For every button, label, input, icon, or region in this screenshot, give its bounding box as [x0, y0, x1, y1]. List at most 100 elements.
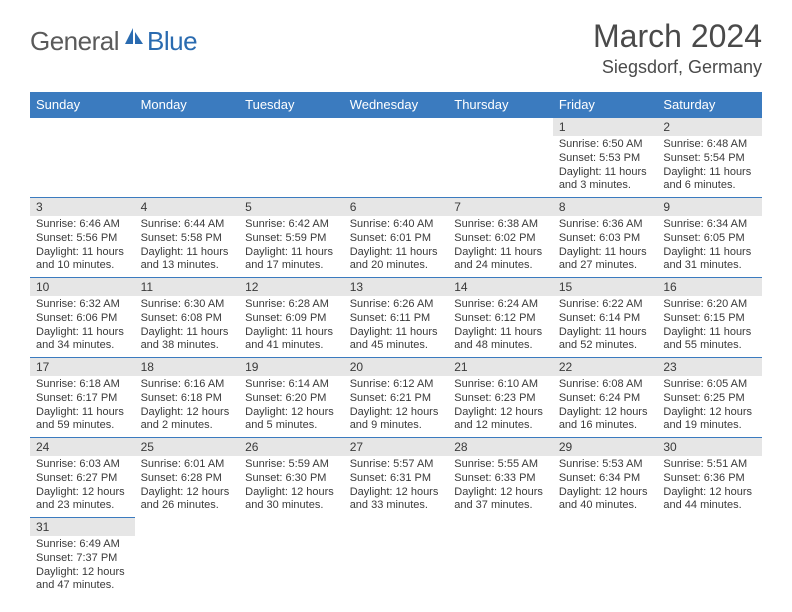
day-line: Sunset: 6:20 PM	[245, 392, 338, 406]
day-line: Sunset: 6:14 PM	[559, 312, 652, 326]
logo-text-blue: Blue	[147, 26, 197, 57]
day-line: Sunset: 6:12 PM	[454, 312, 547, 326]
day-content: Sunrise: 6:30 AMSunset: 6:08 PMDaylight:…	[135, 296, 240, 357]
day-line: and 44 minutes.	[663, 499, 756, 513]
day-line: Sunset: 6:27 PM	[36, 472, 129, 486]
day-line: Sunrise: 6:08 AM	[559, 378, 652, 392]
header: General Blue March 2024 Siegsdorf, Germa…	[0, 0, 792, 86]
day-line: Daylight: 11 hours	[36, 406, 129, 420]
calendar-week-row: 1Sunrise: 6:50 AMSunset: 5:53 PMDaylight…	[30, 118, 762, 198]
day-number: 13	[344, 278, 449, 296]
day-line: Sunset: 6:28 PM	[141, 472, 234, 486]
day-content: Sunrise: 6:24 AMSunset: 6:12 PMDaylight:…	[448, 296, 553, 357]
day-content: Sunrise: 5:53 AMSunset: 6:34 PMDaylight:…	[553, 456, 658, 517]
day-line: Sunset: 6:08 PM	[141, 312, 234, 326]
day-line: Daylight: 12 hours	[559, 406, 652, 420]
weekday-header: Saturday	[657, 92, 762, 118]
day-number: 21	[448, 358, 553, 376]
day-number: 17	[30, 358, 135, 376]
weekday-header: Wednesday	[344, 92, 449, 118]
day-line: and 48 minutes.	[454, 339, 547, 353]
day-number: 2	[657, 118, 762, 136]
day-line: Daylight: 12 hours	[245, 406, 338, 420]
day-line: Sunrise: 6:32 AM	[36, 298, 129, 312]
day-content: Sunrise: 6:01 AMSunset: 6:28 PMDaylight:…	[135, 456, 240, 517]
day-number: 22	[553, 358, 658, 376]
day-line: Daylight: 11 hours	[663, 246, 756, 260]
day-content: Sunrise: 6:26 AMSunset: 6:11 PMDaylight:…	[344, 296, 449, 357]
day-line: Sunrise: 6:49 AM	[36, 538, 129, 552]
calendar-day-cell: 10Sunrise: 6:32 AMSunset: 6:06 PMDayligh…	[30, 278, 135, 358]
day-content: Sunrise: 6:38 AMSunset: 6:02 PMDaylight:…	[448, 216, 553, 277]
day-line: and 13 minutes.	[141, 259, 234, 273]
day-line: Sunrise: 6:30 AM	[141, 298, 234, 312]
day-number: 8	[553, 198, 658, 216]
day-line: Sunset: 6:23 PM	[454, 392, 547, 406]
day-number: 4	[135, 198, 240, 216]
day-line: Sunrise: 6:48 AM	[663, 138, 756, 152]
day-line: Daylight: 11 hours	[245, 246, 338, 260]
day-line: Daylight: 11 hours	[454, 326, 547, 340]
calendar-day-cell	[553, 518, 658, 598]
day-content: Sunrise: 6:05 AMSunset: 6:25 PMDaylight:…	[657, 376, 762, 437]
day-number: 14	[448, 278, 553, 296]
day-content: Sunrise: 6:32 AMSunset: 6:06 PMDaylight:…	[30, 296, 135, 357]
day-number: 25	[135, 438, 240, 456]
calendar-week-row: 24Sunrise: 6:03 AMSunset: 6:27 PMDayligh…	[30, 438, 762, 518]
day-line: Sunrise: 6:01 AM	[141, 458, 234, 472]
day-line: Daylight: 11 hours	[141, 326, 234, 340]
day-number: 3	[30, 198, 135, 216]
day-line: Daylight: 12 hours	[245, 486, 338, 500]
day-line: Sunset: 6:06 PM	[36, 312, 129, 326]
sail-icon	[123, 26, 145, 51]
calendar-day-cell: 19Sunrise: 6:14 AMSunset: 6:20 PMDayligh…	[239, 358, 344, 438]
calendar-day-cell: 25Sunrise: 6:01 AMSunset: 6:28 PMDayligh…	[135, 438, 240, 518]
day-line: Sunset: 6:01 PM	[350, 232, 443, 246]
calendar-day-cell: 15Sunrise: 6:22 AMSunset: 6:14 PMDayligh…	[553, 278, 658, 358]
day-content: Sunrise: 6:18 AMSunset: 6:17 PMDaylight:…	[30, 376, 135, 437]
day-line: and 30 minutes.	[245, 499, 338, 513]
day-line: and 12 minutes.	[454, 419, 547, 433]
title-block: March 2024 Siegsdorf, Germany	[593, 18, 762, 78]
day-line: Sunrise: 6:12 AM	[350, 378, 443, 392]
day-content: Sunrise: 6:50 AMSunset: 5:53 PMDaylight:…	[553, 136, 658, 197]
day-line: Sunset: 6:11 PM	[350, 312, 443, 326]
day-line: Daylight: 11 hours	[454, 246, 547, 260]
day-line: Daylight: 11 hours	[141, 246, 234, 260]
calendar-day-cell: 4Sunrise: 6:44 AMSunset: 5:58 PMDaylight…	[135, 198, 240, 278]
calendar-day-cell: 31Sunrise: 6:49 AMSunset: 7:37 PMDayligh…	[30, 518, 135, 598]
day-line: and 59 minutes.	[36, 419, 129, 433]
day-number: 6	[344, 198, 449, 216]
day-number: 15	[553, 278, 658, 296]
calendar-day-cell: 12Sunrise: 6:28 AMSunset: 6:09 PMDayligh…	[239, 278, 344, 358]
calendar-day-cell	[344, 118, 449, 198]
calendar-day-cell: 14Sunrise: 6:24 AMSunset: 6:12 PMDayligh…	[448, 278, 553, 358]
calendar-table: Sunday Monday Tuesday Wednesday Thursday…	[30, 92, 762, 597]
day-line: Sunrise: 6:50 AM	[559, 138, 652, 152]
day-content: Sunrise: 6:14 AMSunset: 6:20 PMDaylight:…	[239, 376, 344, 437]
calendar-day-cell: 9Sunrise: 6:34 AMSunset: 6:05 PMDaylight…	[657, 198, 762, 278]
day-number: 11	[135, 278, 240, 296]
day-line: Sunrise: 6:42 AM	[245, 218, 338, 232]
day-line: Sunrise: 6:03 AM	[36, 458, 129, 472]
day-number: 12	[239, 278, 344, 296]
day-line: Sunset: 7:37 PM	[36, 552, 129, 566]
weekday-header: Sunday	[30, 92, 135, 118]
day-line: Sunrise: 6:20 AM	[663, 298, 756, 312]
day-line: and 33 minutes.	[350, 499, 443, 513]
day-content: Sunrise: 6:34 AMSunset: 6:05 PMDaylight:…	[657, 216, 762, 277]
calendar-day-cell: 6Sunrise: 6:40 AMSunset: 6:01 PMDaylight…	[344, 198, 449, 278]
day-line: Daylight: 11 hours	[350, 246, 443, 260]
calendar-day-cell: 7Sunrise: 6:38 AMSunset: 6:02 PMDaylight…	[448, 198, 553, 278]
day-line: Daylight: 12 hours	[350, 406, 443, 420]
day-number: 31	[30, 518, 135, 536]
day-line: Sunset: 6:30 PM	[245, 472, 338, 486]
day-line: and 5 minutes.	[245, 419, 338, 433]
day-line: Sunrise: 6:18 AM	[36, 378, 129, 392]
day-line: and 45 minutes.	[350, 339, 443, 353]
day-line: Daylight: 11 hours	[559, 246, 652, 260]
month-title: March 2024	[593, 18, 762, 55]
day-line: Daylight: 11 hours	[663, 326, 756, 340]
day-line: Daylight: 11 hours	[559, 166, 652, 180]
day-content: Sunrise: 5:57 AMSunset: 6:31 PMDaylight:…	[344, 456, 449, 517]
